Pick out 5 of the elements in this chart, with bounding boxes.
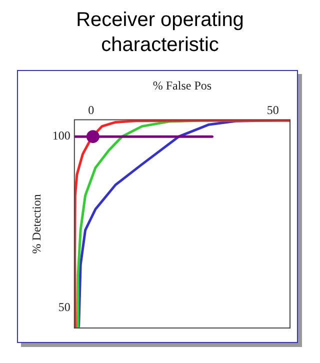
x-tick-label: 0 (88, 102, 94, 117)
y-axis-title: % Detection (29, 194, 44, 254)
y-tick-label: 100 (52, 128, 70, 143)
x-axis-title: % False Pos (152, 78, 212, 92)
chart-title: Receiver operating characteristic (75, 8, 245, 58)
